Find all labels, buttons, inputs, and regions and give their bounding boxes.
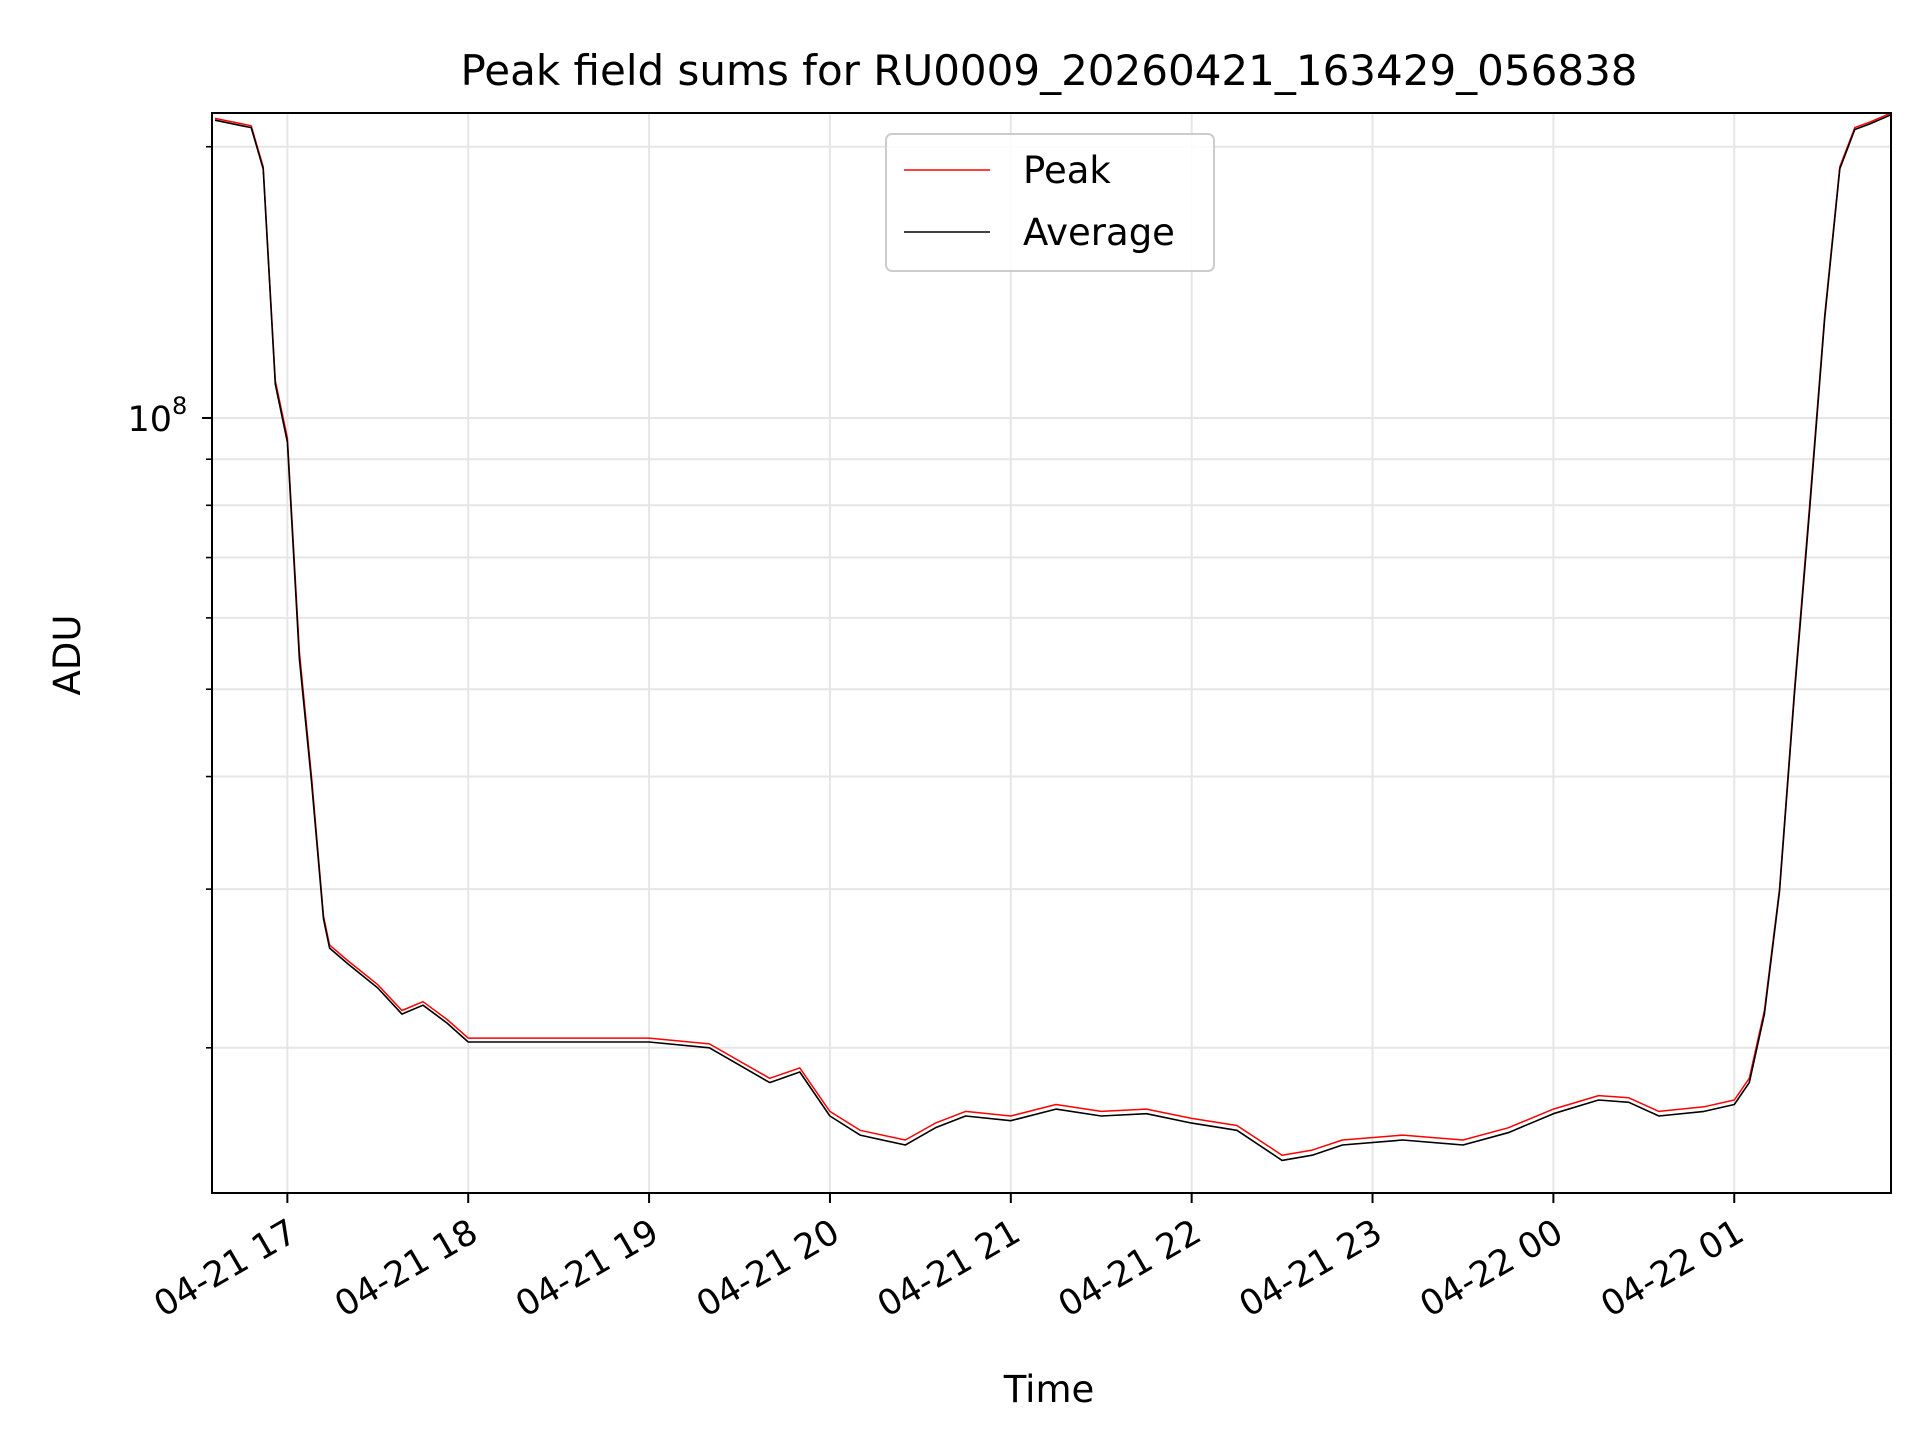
chart-title: Peak field sums for RU0009_20260421_1634… bbox=[460, 46, 1637, 95]
legend: Peak Average bbox=[885, 133, 1215, 272]
legend-label-average: Average bbox=[1023, 211, 1175, 254]
x-axis-label: Time bbox=[1003, 1368, 1095, 1411]
series-line-average bbox=[214, 114, 1891, 1162]
legend-label-peak: Peak bbox=[1023, 149, 1111, 192]
plot-frame bbox=[211, 112, 1892, 1194]
y-tick-label: 10 bbox=[127, 400, 172, 440]
grid bbox=[212, 113, 1891, 1193]
y-tick-label-exponent: 8 bbox=[172, 392, 187, 420]
series-layer bbox=[214, 113, 1891, 1162]
y-axis-label: ADU bbox=[46, 615, 89, 696]
legend-box bbox=[885, 133, 1215, 272]
